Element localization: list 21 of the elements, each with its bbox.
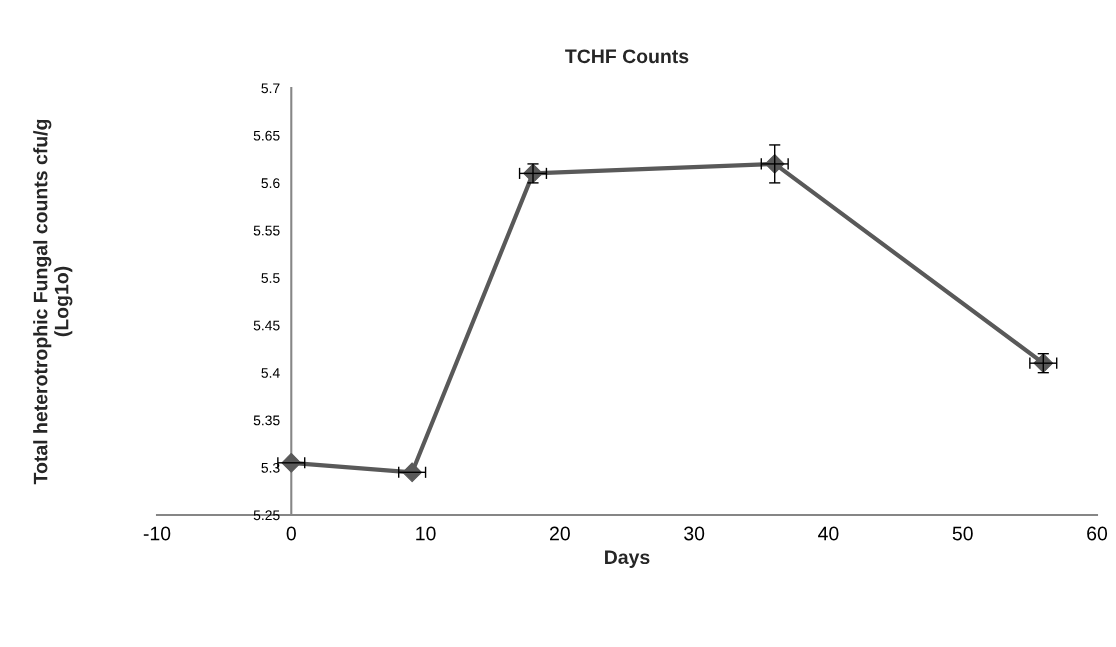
x-tick-label: -10 (143, 526, 171, 541)
x-axis-title: Days (605, 550, 650, 568)
x-tick-label: 40 (818, 526, 839, 541)
x-tick-label: 20 (550, 526, 570, 541)
y-tick-label: 5.35 (253, 415, 280, 426)
y-tick-label: 5.7 (261, 83, 280, 94)
x-tick-label: 30 (684, 526, 705, 541)
x-tick-label: 50 (952, 526, 973, 541)
x-tick-label: 0 (286, 526, 296, 541)
y-tick-label: 5.55 (253, 225, 280, 236)
y-tick-label: 5.25 (253, 510, 280, 521)
y-tick-label: 5.3 (261, 462, 280, 473)
y-tick-label: 5.65 (253, 130, 280, 141)
y-axis-title: Total heterotrophic Fungal counts cfu/g (Log1o) (33, 119, 73, 485)
chart-title: TCHF Counts (565, 49, 689, 64)
y-tick-label: 5.4 (261, 368, 280, 378)
y-tick-label: 5.45 (253, 320, 280, 331)
x-tick-label: 60 (1087, 526, 1108, 541)
x-tick-label: 10 (416, 526, 436, 541)
y-tick-label: 5.6 (261, 178, 280, 189)
y-tick-label: 5.5 (261, 273, 280, 283)
